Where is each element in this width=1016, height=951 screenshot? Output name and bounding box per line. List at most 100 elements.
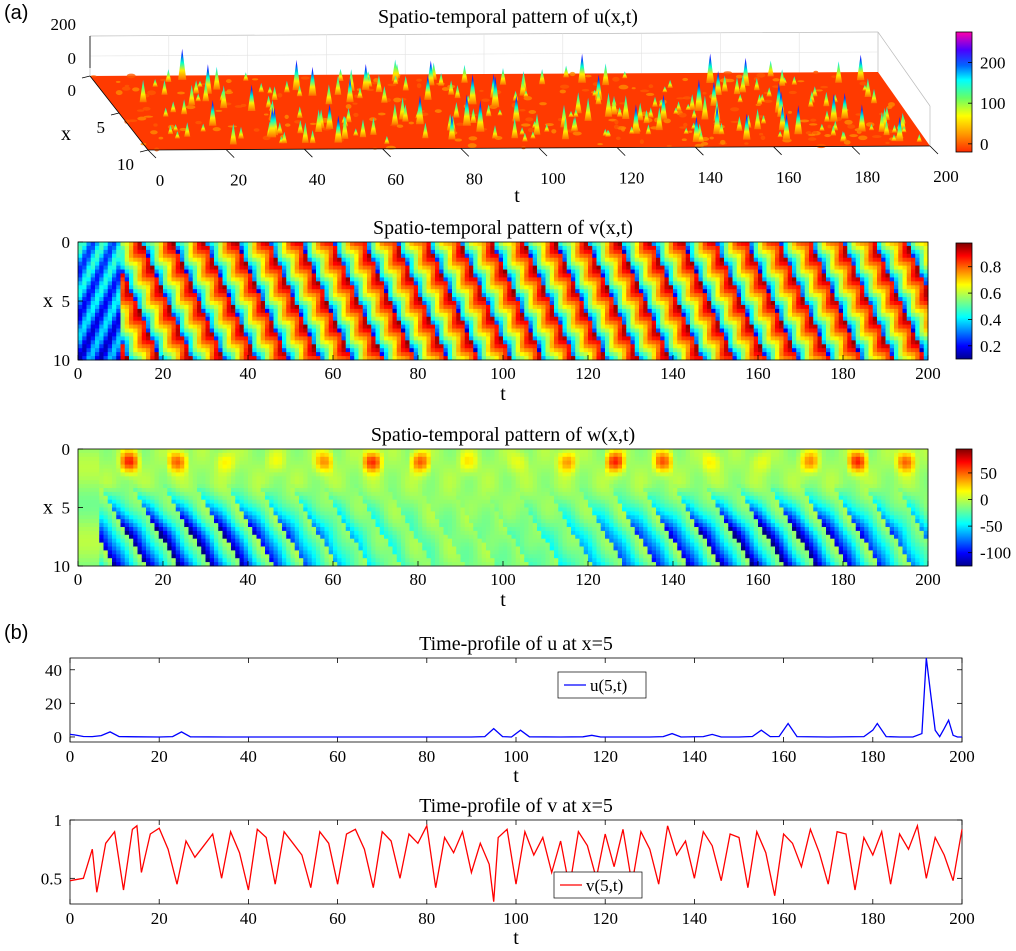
- heatmap-cell: [460, 352, 466, 357]
- surface-bump: [639, 139, 644, 145]
- heatmap-cell: [226, 316, 232, 322]
- heatmap-cell: [490, 245, 495, 251]
- heatmap-cell: [379, 316, 385, 322]
- heatmap-cell: [248, 273, 253, 278]
- heatmap-cell: [124, 249, 130, 255]
- heatmap-cell: [375, 297, 381, 302]
- heatmap-cell: [163, 285, 168, 290]
- heatmap-cell: [163, 344, 168, 349]
- heatmap-cell: [90, 293, 96, 298]
- heatmap-cell: [235, 297, 240, 302]
- surface-spike: [778, 69, 786, 86]
- heatmap-cell: [685, 328, 691, 333]
- heatmap-cell: [571, 245, 576, 251]
- heatmap-cell: [150, 320, 155, 325]
- heatmap-cell: [379, 257, 385, 263]
- heatmap-cell: [447, 332, 453, 337]
- surface-bump: [528, 110, 537, 114]
- heatmap-cell: [681, 297, 687, 302]
- heatmap-cell: [286, 269, 291, 274]
- surface-bump: [772, 78, 780, 82]
- heatmap-cell: [507, 285, 512, 290]
- heatmap-cell: [409, 261, 415, 266]
- heatmap-cell: [524, 344, 529, 349]
- heatmap-cell: [698, 308, 704, 314]
- heatmap-cell: [154, 257, 160, 263]
- heatmap-cell: [430, 297, 436, 302]
- heatmap-cell: [583, 301, 589, 306]
- heatmap-cell: [507, 261, 512, 266]
- surface-bump: [372, 81, 378, 85]
- heatmap-cell: [103, 293, 109, 298]
- heatmap-cell: [252, 312, 257, 318]
- heatmap-cell: [524, 304, 529, 310]
- surface-spike: [622, 95, 630, 119]
- surface-bump: [581, 88, 590, 92]
- heatmap-cell: [681, 253, 687, 259]
- heatmap-cell: [273, 324, 279, 329]
- heatmap-cell: [588, 265, 593, 270]
- heatmap-cell: [141, 257, 147, 263]
- heatmap-v: 0 20 40 60 80 100 120 140 160 180 2000510txSpatio-…: [43, 217, 1002, 405]
- heatmap-cell: [86, 352, 92, 357]
- heatmap-cell: [668, 344, 674, 349]
- heatmap-cell: [656, 281, 661, 286]
- heatmap-cell: [418, 356, 423, 361]
- heatmap-cell: [622, 320, 627, 325]
- heatmap-cell: [192, 308, 198, 314]
- heatmap-cell: [477, 344, 483, 349]
- heatmap-cell: [566, 253, 572, 259]
- heatmap-cell: [520, 281, 525, 286]
- heatmap-cell: [260, 293, 266, 298]
- heatmap-cell: [452, 242, 457, 247]
- heatmap-cell: [239, 293, 245, 298]
- surface-spike: [353, 128, 359, 136]
- heatmap-cell: [256, 277, 262, 282]
- heatmap-cell: [180, 285, 185, 290]
- heatmap-cell: [609, 242, 614, 247]
- heatmap-cell: [350, 304, 355, 310]
- heatmap-cell: [651, 348, 657, 353]
- heatmap-cell: [282, 289, 287, 294]
- heatmap-cell: [282, 257, 287, 263]
- surface-spike: [689, 94, 696, 110]
- heatmap-cell: [248, 245, 253, 251]
- heatmap-cell: [248, 281, 253, 286]
- heatmap-cell: [503, 332, 508, 337]
- heatmap-cell: [617, 312, 623, 318]
- heatmap-cell: [324, 245, 330, 251]
- heatmap-cell: [180, 297, 185, 302]
- heatmap-cell: [554, 281, 559, 286]
- heatmap-cell: [515, 273, 521, 278]
- heatmap-cell: [141, 348, 147, 353]
- surface-bump: [799, 119, 810, 123]
- heatmap-cell: [418, 348, 423, 353]
- heatmap-cell: [286, 344, 291, 349]
- heatmap-cell: [171, 265, 177, 270]
- heatmap-cell: [600, 304, 606, 310]
- heatmap-cell: [498, 320, 504, 325]
- heatmap-cell: [252, 340, 257, 345]
- heatmap-cell: [256, 265, 262, 270]
- heatmap-cell: [617, 328, 623, 333]
- heatmap-cell: [103, 324, 109, 329]
- t-tick-mark: [929, 145, 939, 155]
- heatmap-cell: [277, 273, 283, 278]
- heatmap-cell: [328, 261, 334, 266]
- surface-spike: [208, 100, 217, 126]
- heatmap-cell: [600, 277, 606, 282]
- heatmap-cell: [613, 249, 619, 255]
- surface-spike: [345, 108, 352, 123]
- surface-spike: [595, 90, 602, 105]
- heatmap-cell: [396, 293, 402, 298]
- heatmap-cell: [124, 340, 130, 345]
- heatmap-cell: [345, 352, 351, 357]
- heatmap-cell: [256, 253, 262, 259]
- heatmap-cell: [515, 332, 521, 337]
- heatmap-cell: [201, 293, 206, 298]
- heatmap-cell: [116, 277, 121, 282]
- surface-spike: [891, 124, 898, 133]
- heatmap-cell: [439, 336, 444, 341]
- heatmap-cell: [112, 253, 117, 259]
- heatmap-cell: [571, 356, 576, 361]
